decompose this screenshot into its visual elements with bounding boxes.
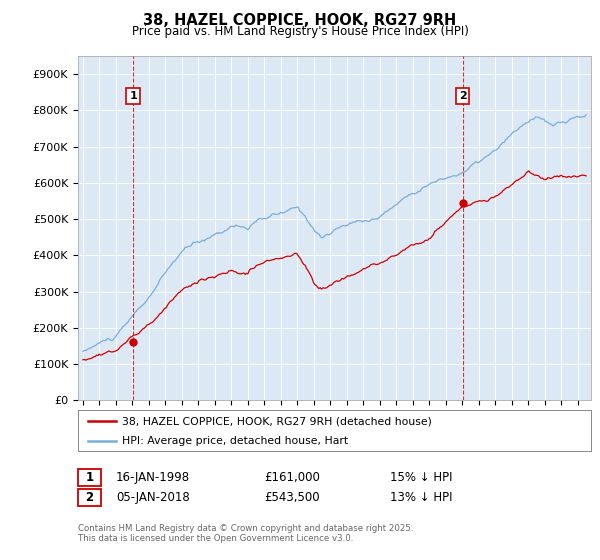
Text: 16-JAN-1998: 16-JAN-1998: [116, 471, 190, 484]
Text: 1: 1: [85, 471, 94, 484]
Text: 15% ↓ HPI: 15% ↓ HPI: [390, 471, 452, 484]
Text: £161,000: £161,000: [264, 471, 320, 484]
Text: 2: 2: [459, 91, 467, 101]
Text: Price paid vs. HM Land Registry's House Price Index (HPI): Price paid vs. HM Land Registry's House …: [131, 25, 469, 38]
Text: 2: 2: [85, 491, 94, 504]
Text: Contains HM Land Registry data © Crown copyright and database right 2025.
This d: Contains HM Land Registry data © Crown c…: [78, 524, 413, 543]
Text: 13% ↓ HPI: 13% ↓ HPI: [390, 491, 452, 504]
Text: 38, HAZEL COPPICE, HOOK, RG27 9RH (detached house): 38, HAZEL COPPICE, HOOK, RG27 9RH (detac…: [122, 417, 431, 426]
Text: HPI: Average price, detached house, Hart: HPI: Average price, detached house, Hart: [122, 436, 348, 446]
Text: 38, HAZEL COPPICE, HOOK, RG27 9RH: 38, HAZEL COPPICE, HOOK, RG27 9RH: [143, 13, 457, 29]
Text: 05-JAN-2018: 05-JAN-2018: [116, 491, 190, 504]
Text: 1: 1: [129, 91, 137, 101]
Text: £543,500: £543,500: [264, 491, 320, 504]
